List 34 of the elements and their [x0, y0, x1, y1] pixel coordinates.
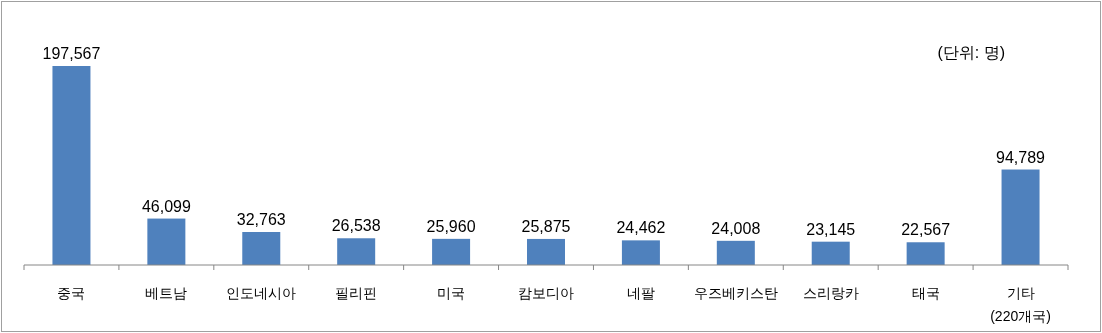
bar	[906, 242, 945, 265]
x-tick-label: 태국	[911, 285, 940, 301]
data-label: 23,145	[806, 220, 856, 238]
bar	[337, 238, 376, 265]
x-tick-label: 기타 (220개국)	[990, 285, 1051, 324]
bar	[527, 238, 565, 265]
x-tick-label: 중국	[57, 285, 86, 301]
x-tick-label: 스리랑카	[802, 285, 859, 301]
data-label: 197,567	[42, 45, 101, 62]
bar	[1001, 169, 1040, 265]
x-tick-label: 필리핀	[335, 285, 378, 301]
text: (단위: 명)	[937, 44, 1005, 61]
bar	[147, 218, 186, 265]
bar	[716, 240, 755, 265]
bar	[811, 241, 850, 265]
bar	[432, 238, 471, 265]
x-tick-label: 인도네시아	[226, 285, 297, 301]
x-tick-label: 캄보디아	[518, 285, 574, 301]
data-label: 25,960	[426, 217, 476, 235]
data-label: 24,008	[711, 219, 761, 237]
data-label: 46,099	[141, 197, 191, 215]
x-tick-label: 네팔	[626, 285, 655, 301]
bar	[621, 240, 660, 265]
data-label: 22,567	[901, 221, 951, 239]
data-label: 32,763	[236, 211, 286, 228]
x-tick-label: 우즈베키스탄	[693, 285, 778, 301]
data-label: 25,875	[521, 217, 571, 235]
x-tick-label: 베트남	[145, 285, 188, 301]
bar	[242, 232, 281, 265]
data-label: 24,462	[616, 219, 666, 237]
x-tick-label: 미국	[437, 285, 466, 301]
data-label: 26,538	[331, 217, 381, 235]
data-label: 94,789	[996, 148, 1046, 166]
bar	[52, 66, 91, 265]
